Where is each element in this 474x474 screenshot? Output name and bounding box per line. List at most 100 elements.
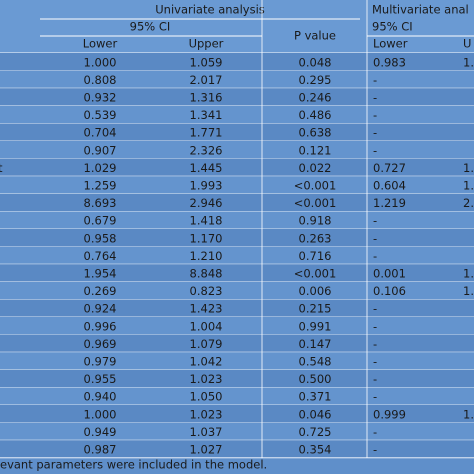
row-bg	[0, 105, 474, 124]
cell: 0.704	[84, 126, 117, 140]
cell: 1.259	[84, 179, 117, 193]
cell: 2.017	[190, 73, 223, 87]
cell: 1.004	[190, 319, 223, 333]
cell: 0.983	[373, 55, 406, 69]
cell: 0.969	[84, 337, 117, 351]
cell: 0.955	[84, 372, 117, 386]
cell: -	[373, 425, 377, 439]
cell: -	[373, 372, 377, 386]
row-bg	[0, 264, 474, 282]
cell: 0.354	[299, 443, 332, 457]
cell: 0.486	[299, 108, 332, 122]
cell: 0.604	[373, 179, 406, 193]
cell: 0.940	[84, 390, 117, 404]
cell: 0.638	[299, 126, 332, 140]
row-bg	[0, 53, 474, 71]
cell: 0.999	[373, 407, 406, 421]
cell: 0.907	[84, 143, 117, 157]
cell: 1.000	[84, 55, 117, 69]
cell: 1.027	[190, 443, 223, 457]
cell: 2.946	[190, 196, 223, 210]
cell: 2.326	[190, 143, 223, 157]
cell: 0.046	[299, 407, 332, 421]
cell: 8.693	[84, 196, 117, 210]
row-label: t	[0, 161, 3, 175]
cell: 1.079	[190, 337, 223, 351]
cell: -	[373, 302, 377, 316]
cell: 0.996	[84, 319, 117, 333]
cell: 1.023	[190, 407, 223, 421]
cell: 0.679	[84, 214, 117, 228]
cell: 1.210	[190, 249, 223, 263]
cell: 1.	[463, 161, 474, 175]
header-p-value: P value	[294, 29, 336, 43]
cell: 0.048	[299, 55, 332, 69]
cell: 1.	[463, 407, 474, 421]
cell: 1.341	[190, 108, 223, 122]
cell: 2.	[463, 196, 474, 210]
cell: 0.918	[299, 214, 332, 228]
header-ci: 95% CI	[372, 20, 413, 34]
row-bg	[0, 440, 474, 458]
row-bg	[0, 369, 474, 388]
cell: 0.006	[299, 284, 332, 298]
cell: -	[373, 91, 377, 105]
row-bg	[0, 246, 474, 265]
header-lower: Lower	[83, 37, 118, 51]
header-ci: 95% CI	[130, 20, 171, 34]
cell: -	[373, 249, 377, 263]
cell: 1.170	[190, 231, 223, 245]
cell: 0.147	[299, 337, 332, 351]
cell: 0.022	[299, 161, 332, 175]
header-lower: Lower	[373, 37, 408, 51]
cell: -	[373, 143, 377, 157]
cell: 0.548	[299, 355, 332, 369]
header-upper: U	[463, 37, 471, 51]
cell: 0.823	[190, 284, 223, 298]
cell: 1.	[463, 267, 474, 281]
row-bg	[0, 123, 474, 141]
row-bg	[0, 229, 474, 247]
cell: -	[373, 390, 377, 404]
cell: -	[373, 337, 377, 351]
cell: -	[373, 231, 377, 245]
header-univariate: Univariate analysis	[155, 3, 265, 17]
cell: 0.246	[299, 91, 332, 105]
cell: 0.500	[299, 372, 332, 386]
cell: <0.001	[294, 196, 337, 210]
cell: 0.991	[299, 319, 332, 333]
footnote: evant parameters were included in the mo…	[0, 458, 267, 472]
cell: 0.295	[299, 73, 332, 87]
cell: 0.725	[299, 425, 332, 439]
header-bg	[0, 0, 474, 53]
cell: 0.727	[373, 161, 406, 175]
cell: 0.924	[84, 302, 117, 316]
cell: -	[373, 214, 377, 228]
cell: 8.848	[190, 267, 223, 281]
cell: 0.932	[84, 91, 117, 105]
cell: 1.037	[190, 425, 223, 439]
cell: 0.949	[84, 425, 117, 439]
row-bg	[0, 176, 474, 194]
cell: 1.771	[190, 126, 223, 140]
cell: 1.059	[190, 55, 223, 69]
cell: 0.979	[84, 355, 117, 369]
cell: 1.023	[190, 372, 223, 386]
cell: 1.050	[190, 390, 223, 404]
cell: 0.958	[84, 231, 117, 245]
cell: 0.001	[373, 267, 406, 281]
row-bg	[0, 70, 474, 89]
cell: 1.993	[190, 179, 223, 193]
row-bg	[0, 211, 474, 229]
cell: 1.219	[373, 196, 406, 210]
cell: 0.106	[373, 284, 406, 298]
cell: 1.418	[190, 214, 223, 228]
cell: -	[373, 319, 377, 333]
cell: 1.423	[190, 302, 223, 316]
cell: 1.445	[190, 161, 223, 175]
cell: 0.808	[84, 73, 117, 87]
cell: 1.029	[84, 161, 117, 175]
cell: 1.	[463, 55, 474, 69]
cell: 1.	[463, 179, 474, 193]
